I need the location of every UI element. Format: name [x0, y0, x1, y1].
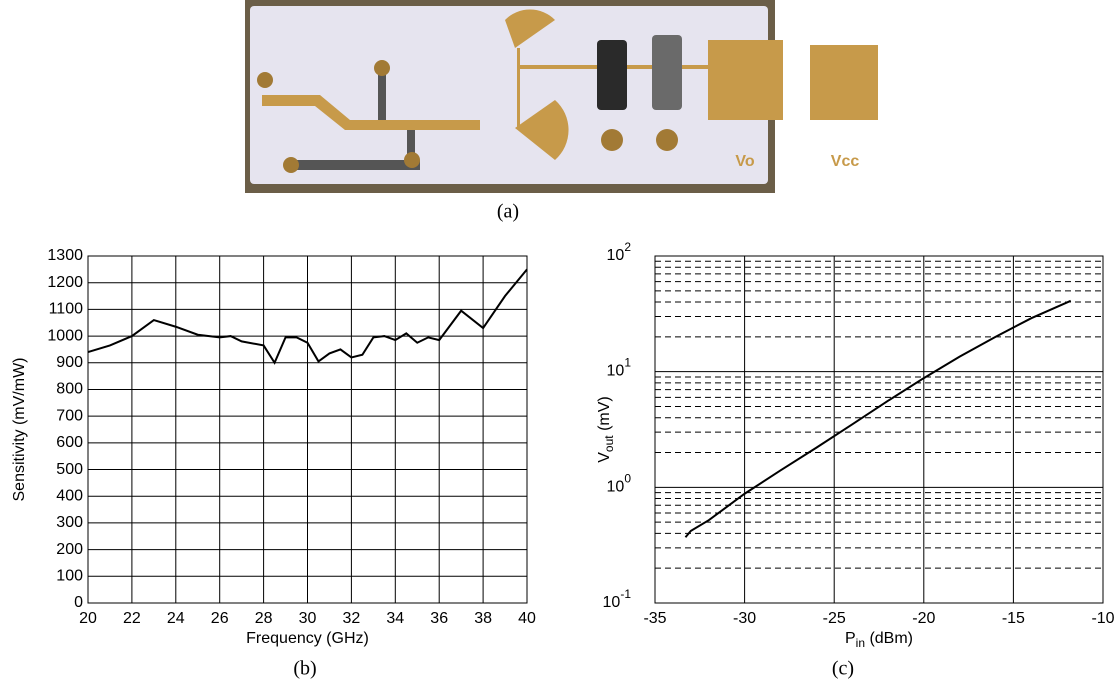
board-photo: Vo Vcc — [245, 0, 878, 193]
axis-label-main: P — [845, 630, 856, 647]
axis-label-sub: in — [856, 636, 865, 650]
x-tick-label: 26 — [211, 610, 229, 627]
y-tick-exponent: 0 — [624, 472, 631, 486]
substrate — [250, 6, 768, 184]
x-tick-label: 38 — [474, 610, 492, 627]
axis-label-sub: out — [602, 435, 616, 452]
y-tick-label: 600 — [56, 434, 83, 451]
x-tick-label: 36 — [430, 610, 448, 627]
x-tick-label: 40 — [518, 610, 536, 627]
caption: (b) — [293, 658, 316, 680]
data-line — [87, 268, 528, 365]
x-tick-label: -25 — [823, 610, 846, 627]
trace — [517, 48, 520, 128]
y-tick-label: 102 — [607, 240, 632, 264]
y-tick-exponent: 2 — [624, 240, 631, 254]
y-tick-label: 1200 — [47, 274, 83, 291]
caption: (c) — [832, 658, 854, 680]
via — [601, 129, 623, 151]
y-tick-label: 800 — [56, 381, 83, 398]
y-tick-label: 1100 — [49, 301, 84, 318]
y-tick-label: 200 — [56, 541, 83, 558]
x-tick-label: 20 — [79, 610, 97, 627]
axis-label: Sensitivity (mV/mW) — [11, 358, 28, 502]
capacitor — [652, 35, 682, 110]
axis-label: Vout (mV) — [596, 396, 616, 462]
axis-label-rest: (dBm) — [865, 630, 913, 647]
y-tick-label: 100 — [607, 472, 632, 496]
caption: (a) — [497, 201, 519, 223]
via — [257, 72, 273, 88]
y-tick-label: 1300 — [47, 247, 83, 264]
axis-label: Frequency (GHz) — [246, 630, 369, 647]
x-tick-label: -30 — [733, 610, 756, 627]
trace — [407, 130, 415, 160]
y-tick-label: 900 — [56, 354, 83, 371]
x-tick-label: 24 — [167, 610, 185, 627]
trace — [378, 65, 386, 120]
x-tick-label: 34 — [386, 610, 404, 627]
y-tick-exponent: -1 — [620, 587, 631, 601]
y-tick-base: 10 — [607, 363, 625, 380]
x-tick-label: 30 — [299, 610, 317, 627]
y-tick-label: 700 — [56, 407, 83, 424]
x-tick-label: -35 — [643, 610, 666, 627]
via — [404, 152, 420, 168]
x-tick-label: 22 — [123, 610, 141, 627]
via — [374, 60, 390, 76]
axis-label-rest: (mV) — [596, 396, 613, 435]
pad-label: Vcc — [831, 153, 860, 170]
data-line — [684, 299, 1072, 538]
x-tick-label: -15 — [1002, 610, 1025, 627]
pad — [708, 40, 783, 120]
radial-stub — [505, 9, 555, 48]
pad-label: Vo — [735, 153, 754, 170]
y-tick-base: 10 — [607, 247, 625, 264]
capacitor — [597, 40, 627, 110]
x-tick-label: 28 — [255, 610, 273, 627]
trace — [262, 95, 480, 130]
y-tick-label: 1000 — [47, 327, 83, 344]
y-tick-label: 10-1 — [603, 587, 632, 611]
x-tick-label: -10 — [1091, 610, 1114, 627]
pad — [810, 45, 878, 120]
x-tick-label: 32 — [343, 610, 361, 627]
y-tick-label: 100 — [56, 568, 83, 585]
plot-frame — [87, 255, 528, 604]
y-tick-label: 400 — [56, 487, 83, 504]
y-tick-label: 300 — [56, 514, 83, 531]
y-tick-base: 10 — [603, 594, 621, 611]
y-tick-base: 10 — [607, 479, 625, 496]
x-tick-label: -20 — [912, 610, 935, 627]
y-tick-label: 101 — [607, 356, 632, 380]
plot-frame — [654, 255, 1104, 604]
radial-stub — [515, 100, 569, 160]
via — [283, 157, 299, 173]
y-tick-exponent: 1 — [624, 356, 631, 370]
y-tick-label: 500 — [56, 461, 83, 478]
axis-label-main: V — [596, 452, 613, 463]
via — [656, 129, 678, 151]
trace — [290, 160, 420, 170]
axis-label: Pin (dBm) — [845, 630, 913, 650]
y-tick-label: 0 — [74, 594, 83, 611]
